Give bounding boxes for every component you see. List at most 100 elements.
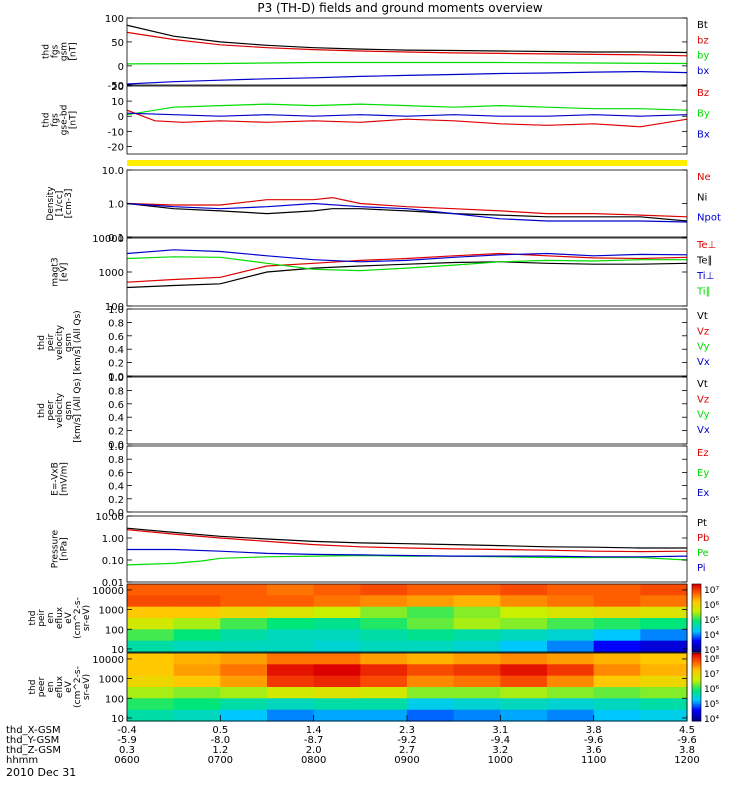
heatmap-cell xyxy=(640,664,688,677)
y-axis-label: eV xyxy=(64,611,74,624)
heatmap-cell xyxy=(453,584,501,596)
heatmap-cell xyxy=(547,618,595,630)
heatmap-cell xyxy=(360,640,408,653)
y-tick-label: 1000 xyxy=(99,606,124,617)
x-axis-value: 0600 xyxy=(114,755,139,766)
legend-entry: Ey xyxy=(697,468,709,479)
heatmap-cell xyxy=(593,618,641,630)
colorbar-segment xyxy=(692,676,701,679)
series-line-blue xyxy=(126,202,688,223)
colorbar-segment xyxy=(692,607,701,610)
heatmap-cell xyxy=(267,629,315,642)
colorbar-segment xyxy=(692,673,701,676)
heatmap-cell xyxy=(453,640,501,653)
y-tick-label: 100 xyxy=(105,694,124,705)
colorbar-segment xyxy=(692,659,701,662)
y-tick-label: 100 xyxy=(105,625,124,636)
x-axis-row-label: thd_Z-GSM xyxy=(6,745,61,756)
series-line-red xyxy=(126,252,688,283)
heatmap-cell xyxy=(313,698,361,711)
heatmap-cell xyxy=(173,640,221,653)
heatmap-cell xyxy=(453,606,501,619)
x-axis-value: -5.9 xyxy=(117,735,137,746)
y-tick-label: 0 xyxy=(118,62,124,73)
colorbar-label: 10⁵ xyxy=(704,616,719,626)
colorbar-segment xyxy=(692,621,701,624)
y-tick-label: 1000 xyxy=(99,268,124,279)
legend-entry: Npot xyxy=(697,213,721,224)
colorbar-segment xyxy=(692,638,701,641)
panel-p2: 20 10 0 -10 -20 thd fgs gse-bd [nT] Bz By Bx xyxy=(42,82,710,155)
y-tick-label: 0.6 xyxy=(108,332,124,343)
heatmap-cell xyxy=(267,584,315,596)
y-axis-label: thd xyxy=(28,611,38,626)
panel-p4: 10000 1000 100 magt3 [eV] Te⊥ Te∥ Ti⊥ Ti∥ xyxy=(51,234,717,313)
panel-p5: 1.0 0.8 0.6 0.4 0.2 0.0 thd peir velocity gsm [km/… xyxy=(37,305,710,383)
heatmap-cell xyxy=(407,584,455,596)
y-axis-label: (cm^2-s- xyxy=(73,597,83,639)
heatmap-cell xyxy=(267,653,315,665)
colorbar-segment xyxy=(692,629,701,633)
y-tick-label: 0.6 xyxy=(108,468,124,479)
y-tick-label: 50 xyxy=(111,38,124,49)
heatmap-cell xyxy=(453,709,501,722)
colorbar-segment xyxy=(692,640,701,643)
heatmap-cell xyxy=(220,584,268,596)
heatmap-cell xyxy=(267,687,315,699)
colorbar-segment xyxy=(692,594,701,597)
heatmap-cell xyxy=(500,664,548,677)
y-tick-label: 10 xyxy=(111,97,124,108)
heatmap-cell xyxy=(173,675,221,688)
legend-entry: By xyxy=(697,109,710,120)
y-tick-label: -50 xyxy=(108,81,124,92)
colorbar-segment xyxy=(692,645,701,648)
panel-p6: 1.0 0.8 0.6 0.4 0.2 0.0 thd peer velocity gsm [km/… xyxy=(37,373,710,451)
heatmap-cell xyxy=(407,606,455,619)
panel-frame xyxy=(126,85,688,155)
y-axis-label: E=-VxB xyxy=(51,462,61,496)
y-tick-label: 0.0 xyxy=(108,372,124,383)
y-tick-label: 1.0 xyxy=(108,200,124,211)
y-tick-label: 0.6 xyxy=(108,400,124,411)
y-tick-label: 10.00 xyxy=(95,512,124,523)
y-tick-label: 10000 xyxy=(92,655,124,666)
y-tick-label: 20 xyxy=(111,82,124,93)
y-axis-label: Density xyxy=(46,186,56,221)
colorbar-segment xyxy=(692,697,701,700)
x-axis-value: -8.0 xyxy=(211,735,231,746)
heatmap-cell xyxy=(593,629,641,642)
panel-frame xyxy=(126,17,688,86)
heatmap-cell xyxy=(173,629,221,642)
heatmap-cell xyxy=(453,675,501,688)
y-tick-label: 0.4 xyxy=(108,482,124,493)
heatmap-cell xyxy=(593,595,641,608)
heatmap-cell xyxy=(360,618,408,630)
heatmap-cell xyxy=(173,584,221,596)
colorbar-segment xyxy=(692,719,701,722)
colorbar-label: 10⁴ xyxy=(704,715,719,725)
heatmap-cell xyxy=(640,653,688,665)
heatmap-cell xyxy=(360,664,408,677)
colorbar-segment xyxy=(692,633,701,636)
colorbar-segment xyxy=(692,710,701,713)
y-tick-label: -10 xyxy=(108,127,124,138)
heatmap-cell xyxy=(220,709,268,722)
y-axis-label: gse-bd xyxy=(60,105,70,136)
x-axis-value: 2.3 xyxy=(399,725,415,736)
heatmap-cell xyxy=(220,629,268,642)
series-line-black xyxy=(126,24,688,54)
y-axis-label: velocity xyxy=(55,392,65,428)
colorbar-segment xyxy=(692,606,701,609)
y-axis-label: eflux xyxy=(55,675,65,698)
colorbar-segment xyxy=(692,712,701,715)
legend-entry: Ex xyxy=(697,488,709,499)
heatmap-cell xyxy=(313,664,361,677)
colorbar-segment xyxy=(692,700,701,703)
heatmap-cell xyxy=(640,595,688,608)
y-tick-label: 10000 xyxy=(92,586,124,597)
legend-entry: Vx xyxy=(697,357,710,368)
heatmap-cell xyxy=(407,595,455,608)
series-line-red xyxy=(126,529,688,553)
y-axis-label: fgs xyxy=(51,44,61,58)
heatmap-cell xyxy=(407,675,455,688)
